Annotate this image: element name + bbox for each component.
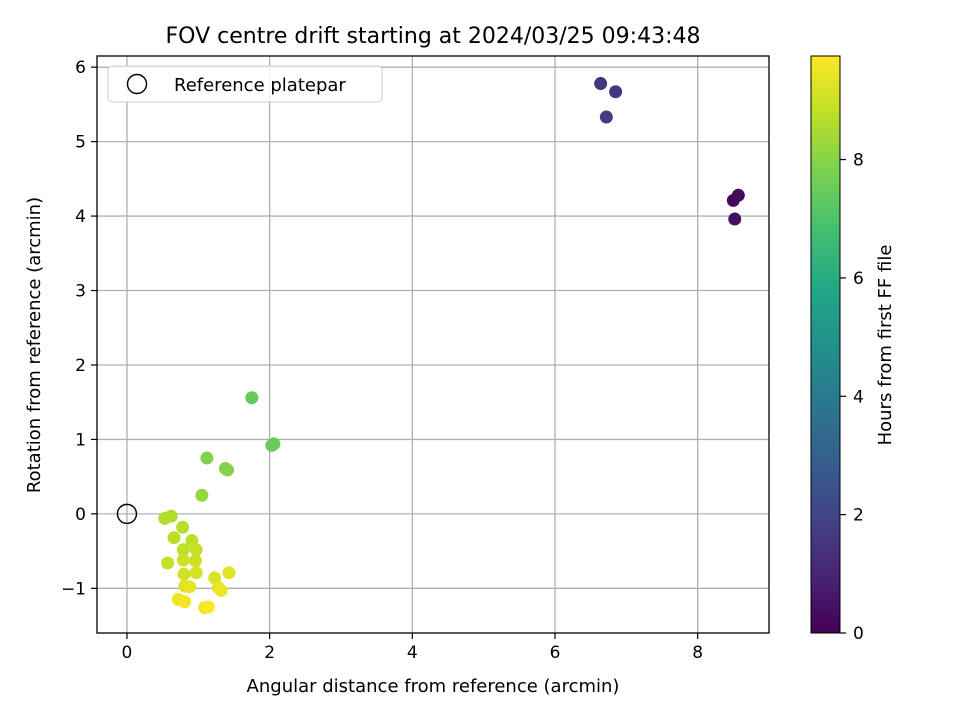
data-point	[188, 554, 202, 568]
chart-title: FOV centre drift starting at 2024/03/25 …	[166, 24, 701, 49]
colorbar-tick-label: 2	[853, 506, 864, 526]
x-tick-label: 0	[122, 643, 133, 663]
data-point	[222, 566, 236, 580]
reference-marker-group	[116, 503, 138, 525]
data-point	[201, 600, 215, 614]
data-point	[731, 188, 745, 202]
data-point	[214, 584, 228, 598]
y-tick-label: 2	[75, 356, 86, 376]
data-point	[176, 553, 190, 567]
data-point	[161, 556, 175, 570]
data-points	[158, 77, 745, 615]
y-tick-label: 0	[75, 505, 86, 525]
grid	[97, 56, 769, 633]
y-tick-label: 1	[75, 430, 86, 450]
colorbar-tick-label: 0	[853, 624, 864, 644]
x-axis-label: Angular distance from reference (arcmin)	[247, 676, 620, 697]
x-tick-label: 8	[692, 643, 703, 663]
data-point	[267, 437, 281, 451]
data-point	[609, 85, 623, 99]
data-point	[594, 77, 608, 91]
colorbar-tick-label: 6	[853, 269, 864, 289]
data-point	[176, 520, 190, 534]
legend-label: Reference platepar	[174, 75, 346, 96]
x-axis-ticks: 0 2 4 6 8	[122, 633, 703, 663]
x-tick-label: 6	[550, 643, 561, 663]
data-point	[183, 580, 197, 594]
data-point	[728, 212, 742, 226]
data-point	[200, 451, 214, 465]
data-point	[245, 391, 259, 405]
y-tick-label: −1	[61, 579, 86, 599]
y-tick-label: 6	[75, 58, 86, 78]
data-point	[221, 463, 235, 477]
y-axis-ticks: −1 0 1 2 3 4 5 6	[61, 58, 97, 599]
data-point	[176, 543, 190, 557]
x-tick-label: 4	[407, 643, 418, 663]
data-point	[167, 531, 181, 545]
y-tick-label: 3	[75, 282, 86, 302]
legend-box	[107, 65, 383, 103]
colorbar-tick-label: 4	[853, 387, 864, 407]
data-point	[599, 110, 613, 124]
data-point	[177, 567, 191, 581]
data-point	[189, 566, 203, 580]
data-point	[164, 509, 178, 523]
colorbar: 0 2 4 6 8 Hours from first FF file	[810, 55, 896, 644]
y-tick-label: 5	[75, 133, 86, 153]
y-axis-label: Rotation from reference (arcmin)	[24, 197, 45, 493]
y-tick-label: 4	[75, 207, 86, 227]
colorbar-gradient	[810, 55, 841, 634]
reference-platepar-marker	[116, 503, 138, 525]
x-tick-label: 2	[264, 643, 275, 663]
colorbar-label: Hours from first FF file	[875, 245, 896, 446]
legend-marker-icon	[126, 73, 148, 95]
plot-frame	[96, 55, 770, 634]
data-point	[195, 488, 209, 502]
colorbar-tick-label: 8	[853, 151, 864, 171]
data-point	[189, 543, 203, 557]
legend: Reference platepar	[107, 65, 383, 103]
data-point	[178, 595, 192, 609]
colorbar-ticks: 0 2 4 6 8	[840, 151, 864, 644]
